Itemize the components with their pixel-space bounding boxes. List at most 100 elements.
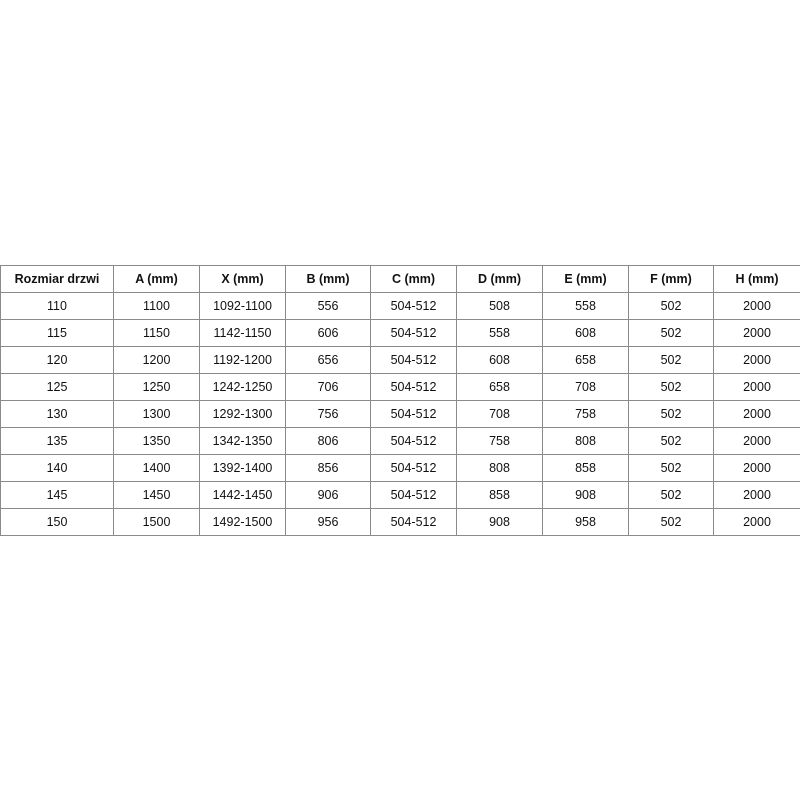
table-cell: 1392-1400 — [199, 454, 286, 482]
table-cell: 1100 — [113, 292, 200, 320]
table-cell: 504-512 — [370, 373, 457, 401]
column-header: H (mm) — [713, 265, 800, 293]
table-cell: 2000 — [713, 508, 800, 536]
column-header: E (mm) — [542, 265, 629, 293]
table-cell: 502 — [628, 319, 714, 347]
table-cell: 145 — [0, 481, 114, 509]
column-header: B (mm) — [285, 265, 371, 293]
table-cell: 2000 — [713, 346, 800, 374]
table-cell: 2000 — [713, 481, 800, 509]
table-cell: 658 — [542, 346, 629, 374]
table-cell: 135 — [0, 427, 114, 455]
table-row: 150 1500 1492-1500 956 504-512 908 958 502 2000 — [0, 508, 800, 536]
table-cell: 504-512 — [370, 481, 457, 509]
table-cell: 502 — [628, 346, 714, 374]
table-cell: 558 — [542, 292, 629, 320]
table-cell: 1442-1450 — [199, 481, 286, 509]
table-cell: 1200 — [113, 346, 200, 374]
column-header: A (mm) — [113, 265, 200, 293]
column-header: D (mm) — [456, 265, 543, 293]
table-cell: 1342-1350 — [199, 427, 286, 455]
table-cell: 504-512 — [370, 400, 457, 428]
table-cell: 958 — [542, 508, 629, 536]
table-cell: 130 — [0, 400, 114, 428]
table-cell: 504-512 — [370, 454, 457, 482]
table-cell: 756 — [285, 400, 371, 428]
table-cell: 1142-1150 — [199, 319, 286, 347]
table-cell: 140 — [0, 454, 114, 482]
table-cell: 1092-1100 — [199, 292, 286, 320]
table-cell: 1192-1200 — [199, 346, 286, 374]
table-cell: 504-512 — [370, 508, 457, 536]
table-cell: 125 — [0, 373, 114, 401]
header-row: Rozmiar drzwi A (mm) X (mm) B (mm) C (mm) D (… — [0, 265, 800, 293]
table-cell: 502 — [628, 292, 714, 320]
table-cell: 502 — [628, 508, 714, 536]
table-cell: 858 — [456, 481, 543, 509]
table-cell: 1242-1250 — [199, 373, 286, 401]
table-cell: 2000 — [713, 373, 800, 401]
table-cell: 2000 — [713, 427, 800, 455]
table-cell: 908 — [542, 481, 629, 509]
table-row: 115 1150 1142-1150 606 504-512 558 608 502 2000 — [0, 319, 800, 347]
table-cell: 956 — [285, 508, 371, 536]
table-cell: 906 — [285, 481, 371, 509]
table-cell: 120 — [0, 346, 114, 374]
table-cell: 1450 — [113, 481, 200, 509]
table-cell: 502 — [628, 400, 714, 428]
table-row: 145 1450 1442-1450 906 504-512 858 908 502 2000 — [0, 481, 800, 509]
table-cell: 658 — [456, 373, 543, 401]
table-cell: 2000 — [713, 319, 800, 347]
table-cell: 606 — [285, 319, 371, 347]
table-cell: 656 — [285, 346, 371, 374]
table-cell: 502 — [628, 454, 714, 482]
table-cell: 808 — [542, 427, 629, 455]
table-cell: 708 — [542, 373, 629, 401]
table-cell: 504-512 — [370, 292, 457, 320]
table-cell: 908 — [456, 508, 543, 536]
table-cell: 2000 — [713, 400, 800, 428]
table-cell: 608 — [456, 346, 543, 374]
table-cell: 1350 — [113, 427, 200, 455]
table-cell: 758 — [456, 427, 543, 455]
column-header: X (mm) — [199, 265, 286, 293]
table-cell: 608 — [542, 319, 629, 347]
table-row: 135 1350 1342-1350 806 504-512 758 808 502 2000 — [0, 427, 800, 455]
column-header: C (mm) — [370, 265, 457, 293]
table-cell: 706 — [285, 373, 371, 401]
table-cell: 758 — [542, 400, 629, 428]
table-cell: 1300 — [113, 400, 200, 428]
table-cell: 502 — [628, 427, 714, 455]
table-cell: 1500 — [113, 508, 200, 536]
table-cell: 1400 — [113, 454, 200, 482]
table-row: 140 1400 1392-1400 856 504-512 808 858 502 2000 — [0, 454, 800, 482]
table-cell: 808 — [456, 454, 543, 482]
table-cell: 708 — [456, 400, 543, 428]
table-cell: 858 — [542, 454, 629, 482]
table-cell: 806 — [285, 427, 371, 455]
table-cell: 115 — [0, 319, 114, 347]
table-cell: 150 — [0, 508, 114, 536]
table-row: 110 1100 1092-1100 556 504-512 508 558 502 2000 — [0, 292, 800, 320]
table-cell: 508 — [456, 292, 543, 320]
table-row: 125 1250 1242-1250 706 504-512 658 708 502 2000 — [0, 373, 800, 401]
column-header: F (mm) — [628, 265, 714, 293]
table-row: 130 1300 1292-1300 756 504-512 708 758 502 2000 — [0, 400, 800, 428]
table-cell: 1292-1300 — [199, 400, 286, 428]
table-cell: 502 — [628, 373, 714, 401]
dimensions-table: Rozmiar drzwi A (mm) X (mm) B (mm) C (mm) D (… — [0, 265, 800, 536]
table-cell: 558 — [456, 319, 543, 347]
column-header: Rozmiar drzwi — [0, 265, 114, 293]
table-cell: 110 — [0, 292, 114, 320]
table-cell: 504-512 — [370, 427, 457, 455]
table-cell: 2000 — [713, 292, 800, 320]
table-cell: 504-512 — [370, 346, 457, 374]
table-cell: 1150 — [113, 319, 200, 347]
table-row: 120 1200 1192-1200 656 504-512 608 658 502 2000 — [0, 346, 800, 374]
table-cell: 1250 — [113, 373, 200, 401]
table-cell: 502 — [628, 481, 714, 509]
table-cell: 2000 — [713, 454, 800, 482]
table-cell: 1492-1500 — [199, 508, 286, 536]
table-cell: 856 — [285, 454, 371, 482]
table-cell: 556 — [285, 292, 371, 320]
